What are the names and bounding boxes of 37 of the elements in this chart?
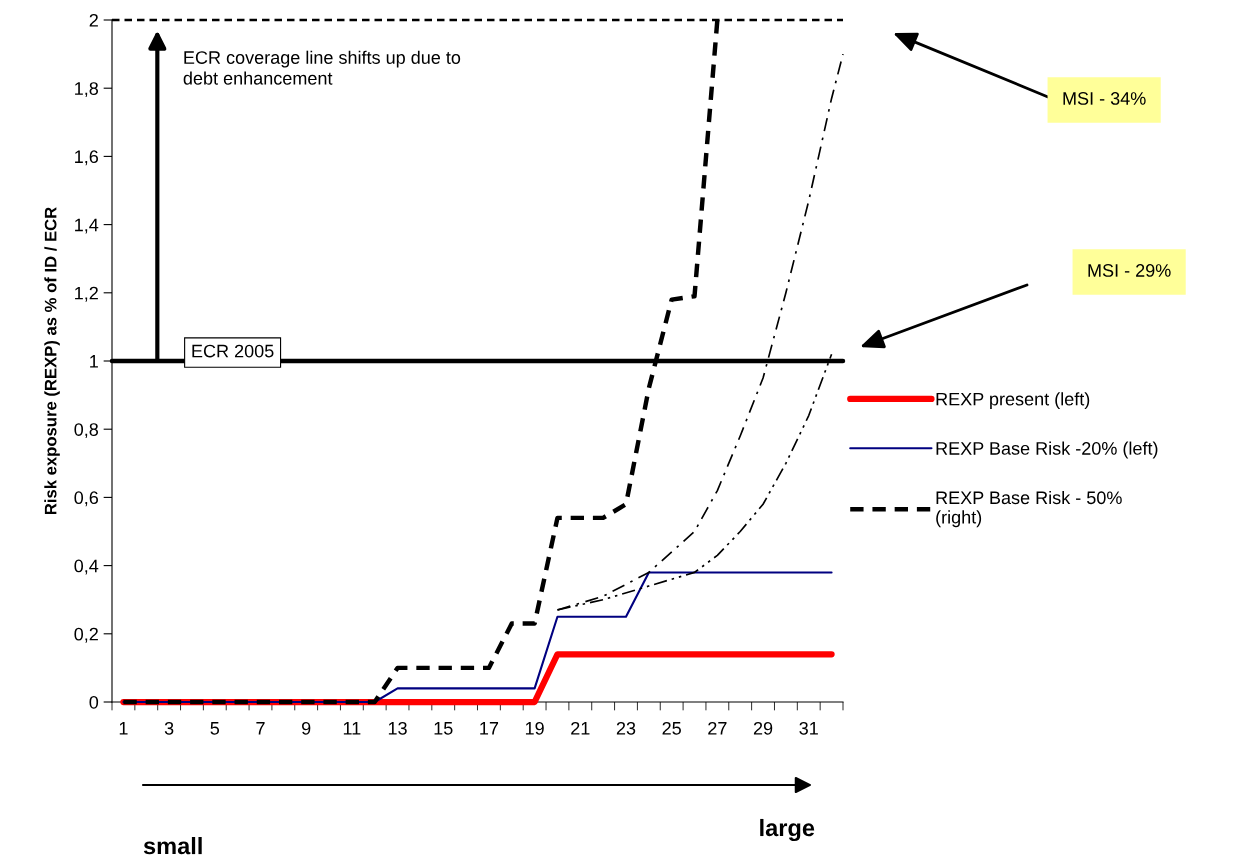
x-tick-label: 21	[571, 721, 590, 735]
annotation: ECR coverage line shifts up due to debt enhancement	[183, 50, 461, 85]
text: MSI - 29%	[1088, 264, 1171, 277]
x-tick-label: 23	[616, 721, 636, 735]
x-tick-label: 31	[799, 721, 818, 735]
legend-label: REXP Base Risk - 50% (right)	[936, 490, 1122, 528]
x-tick-label: 9	[302, 721, 311, 735]
legend-label: REXP present (left)	[936, 392, 1090, 410]
y-tick-label: 0,2	[74, 627, 98, 643]
x-tick-label: 19	[525, 721, 544, 735]
y-tick-label: 0,6	[74, 491, 99, 507]
x-tick-label: 5	[210, 722, 220, 735]
text: small	[143, 836, 202, 855]
ref-line-label: ECR 2005	[192, 344, 274, 358]
y-axis-title: Risk exposure (REXP) as % of ID / ECR	[44, 207, 60, 515]
y-tick-label: 1,2	[75, 286, 98, 302]
x-tick-label: 13	[388, 721, 407, 735]
legend-label: REXP Base Risk -20% (left)	[936, 441, 1158, 459]
y-tick-label: 1,6	[75, 150, 99, 166]
y-tick-label: 1,8	[75, 82, 99, 98]
x-tick-label: 7	[256, 722, 265, 735]
y-tick-label: 0,8	[74, 423, 99, 439]
text: large	[760, 818, 815, 842]
y-tick-label: 0	[89, 695, 99, 709]
y-tick-label: 1,4	[75, 218, 99, 234]
x-tick-label: 27	[708, 721, 727, 735]
x-tick-label: 1	[119, 722, 128, 735]
y-tick-label: 1	[90, 355, 98, 368]
x-tick-label: 15	[434, 722, 453, 735]
x-tick-label: 25	[662, 721, 681, 735]
y-tick-label: 2	[89, 13, 98, 27]
text: MSI - 34%	[1063, 92, 1146, 105]
x-tick-label: 17	[480, 722, 499, 735]
x-tick-label: 29	[753, 721, 773, 735]
x-tick-label: 3	[164, 721, 174, 735]
x-tick-label: 11	[343, 722, 361, 735]
y-tick-label: 0,4	[74, 559, 99, 575]
